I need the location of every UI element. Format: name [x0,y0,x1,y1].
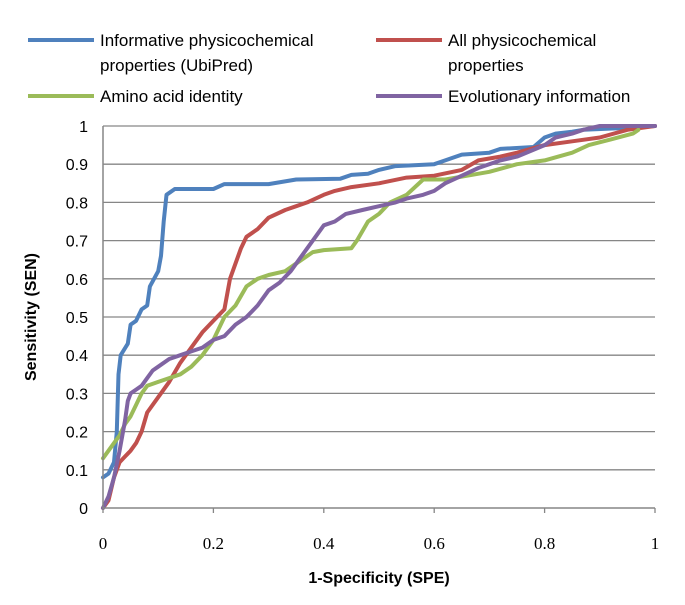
x-tick-labels: 0 0.2 0.4 0.6 0.8 1 [99,534,660,553]
y-tick-label: 1 [79,119,88,136]
legend-label-1: Informative physicochemical properties (U… [100,31,314,75]
x-tick-label: 0.4 [313,534,335,553]
legend-label-4: Evolutionary information [448,87,630,106]
legend: Informative physicochemical properties (U… [28,31,630,106]
y-tick-label: 0.7 [66,234,88,251]
y-tick-label: 0 [79,501,88,518]
series-line-1 [101,124,657,480]
y-tick-label: 0.9 [66,157,88,174]
legend-label-3: Amino acid identity [100,87,243,106]
series-lines [101,124,657,510]
y-tick-label: 0.8 [66,195,88,212]
y-tick-label: 0.4 [66,348,88,365]
series-line-3 [101,127,641,461]
series-line-2 [101,124,657,510]
axes [102,126,656,513]
y-tick-label: 0.2 [66,425,88,442]
y-tick-label: 0.6 [66,272,88,289]
x-tick-label: 0.6 [424,534,445,553]
gridlines [103,125,655,471]
y-tick-labels: 0 0.1 0.2 0.3 0.4 0.5 0.6 0.7 0.8 0.9 1 [66,119,88,518]
y-tick-label: 0.3 [66,386,88,403]
legend-label-2: All physicochemical properties [448,31,596,75]
x-tick-label: 0 [99,534,108,553]
x-tick-label: 0.8 [534,534,555,553]
x-tick-label: 0.2 [203,534,224,553]
y-tick-label: 0.5 [66,310,88,327]
x-axis-title: 1-Specificity (SPE) [308,570,449,587]
y-tick-label: 0.1 [66,463,88,480]
y-axis-title: Sensitivity (SEN) [23,253,40,381]
series-line-4 [101,124,657,510]
x-tick-label: 1 [651,534,660,553]
